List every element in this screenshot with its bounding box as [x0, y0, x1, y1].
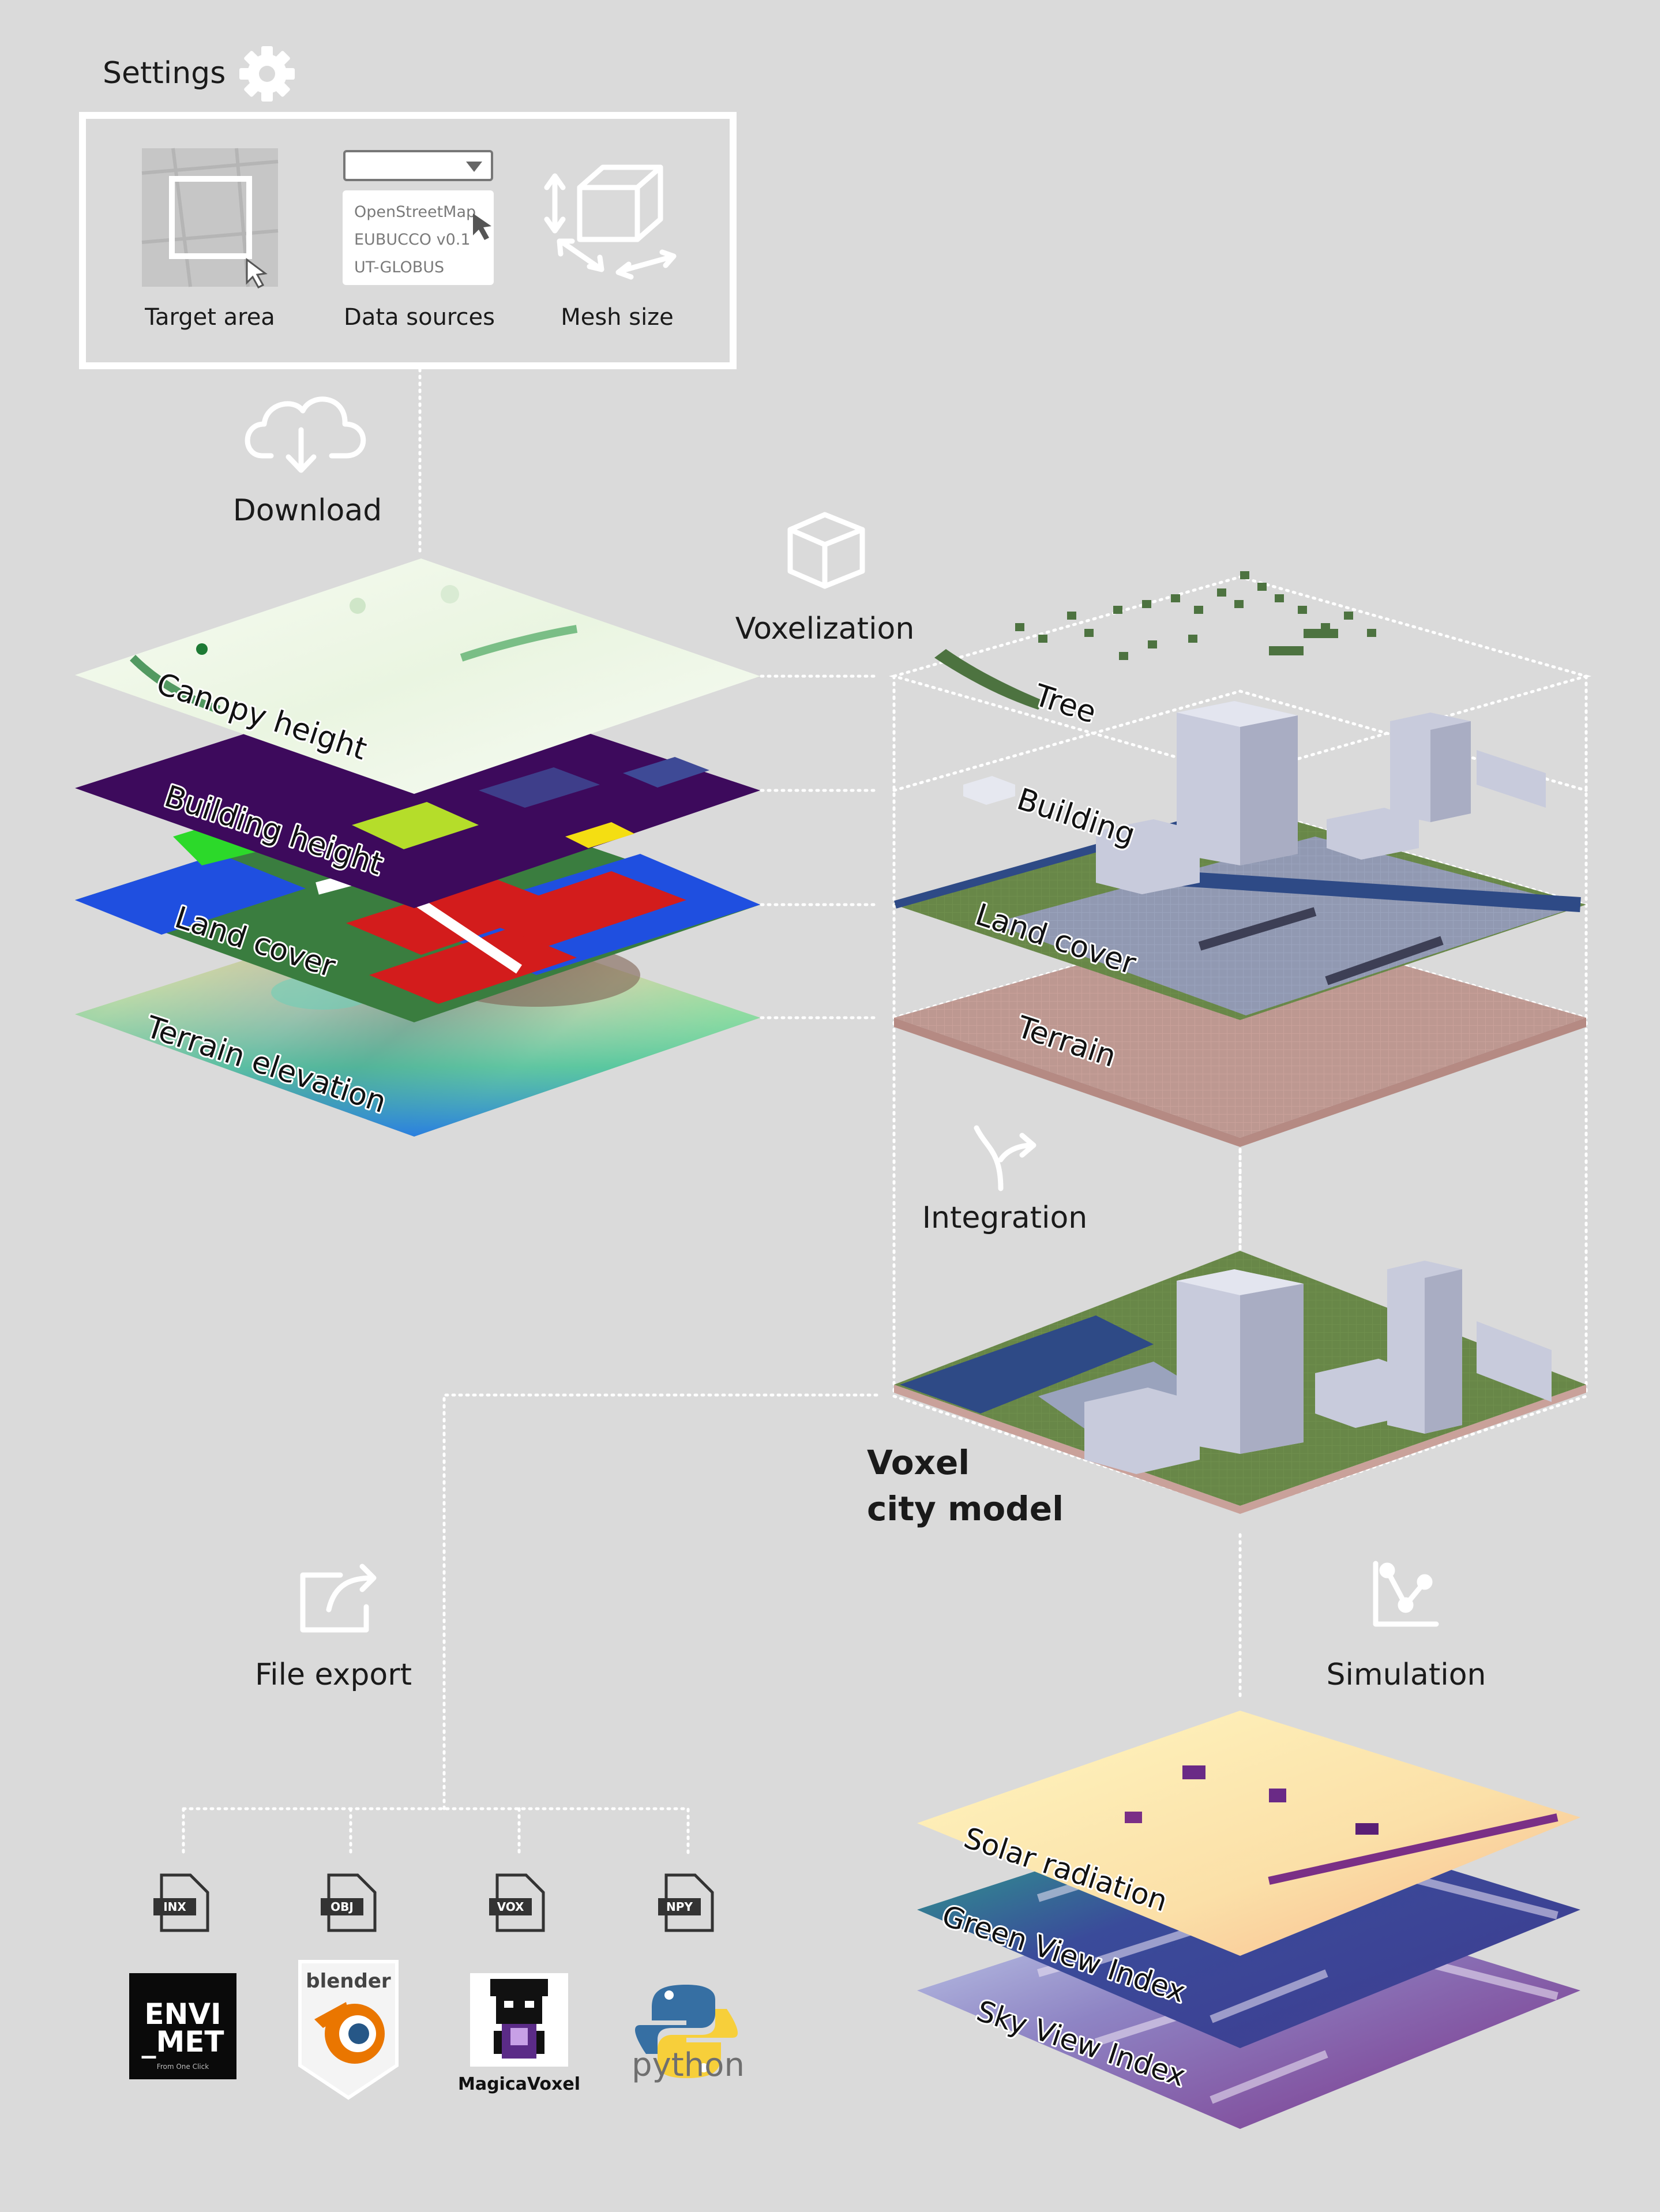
mesh-size-control[interactable]: Mesh size	[544, 164, 677, 331]
voxel-landcover-layer: Land cover	[894, 804, 1586, 1020]
download-step: Download	[233, 396, 382, 528]
export-icon	[300, 1564, 377, 1633]
mesh-cube-icon	[544, 164, 677, 280]
download-label: Download	[233, 493, 382, 528]
simulation-step: Simulation	[1327, 1561, 1486, 1692]
cursor-icon	[473, 213, 491, 240]
voxel-layers: Terrain Land cover Building	[894, 571, 1586, 1147]
npy-file-icon[interactable]: NPY	[658, 1873, 714, 1932]
envi-met-logo: ENVI _MET From One Click	[129, 1973, 236, 2079]
envimet-logo-line1: ENVI	[144, 1997, 221, 2031]
chevron-down-icon	[466, 162, 482, 172]
voxel-tree-title: Tree	[1030, 678, 1101, 730]
envimet-logo-line2: _MET	[141, 2025, 224, 2059]
integration-label: Integration	[922, 1201, 1088, 1235]
data-source-option[interactable]: EUBUCCO v0.1	[354, 231, 471, 249]
integration-step: Integration	[922, 1125, 1088, 1235]
settings-section: Settings Target area	[79, 46, 737, 369]
file-ext-label: NPY	[666, 1900, 693, 1914]
file-export-step: File export	[255, 1564, 412, 1692]
simulation-layers: Sky View Index Green View Index Solar ra…	[917, 1711, 1580, 2129]
data-sources-control[interactable]: OpenStreetMap EUBUCCO v0.1 UT-GLOBUS Dat…	[343, 150, 495, 331]
python-logo-text: python	[632, 2046, 745, 2084]
obj-file-icon[interactable]: OBJ	[321, 1873, 377, 1932]
target-area-label: Target area	[144, 304, 275, 331]
data-sources-label: Data sources	[344, 304, 495, 331]
target-area-control[interactable]: Target area	[141, 148, 279, 331]
python-logo: python	[632, 1985, 745, 2084]
voxel-city-model: Voxel city model	[867, 1251, 1586, 1528]
blender-icon	[314, 2002, 385, 2064]
voxel-building-title: Building	[1013, 782, 1139, 852]
magicavoxel-icon	[490, 1979, 548, 2059]
model-title-line1: Voxel	[867, 1443, 970, 1482]
vox-file-icon[interactable]: VOX	[489, 1873, 545, 1932]
voxelization-step: Voxelization	[735, 512, 915, 646]
model-title-line2: city model	[867, 1489, 1064, 1528]
file-ext-label: VOX	[497, 1900, 524, 1914]
input-layers: Terrain elevation Land cover Building he…	[75, 558, 760, 1137]
simulation-label: Simulation	[1327, 1658, 1486, 1692]
cube-icon	[787, 512, 865, 589]
file-ext-label: INX	[163, 1900, 186, 1914]
data-source-option[interactable]: OpenStreetMap	[354, 203, 476, 221]
blender-logo: blender	[298, 1960, 399, 2100]
settings-panel	[79, 112, 737, 369]
python-icon	[634, 1985, 738, 2078]
settings-title: Settings	[103, 56, 226, 91]
magicavoxel-logo-text: MagicaVoxel	[458, 2074, 580, 2094]
data-source-dropdown[interactable]	[343, 150, 493, 181]
envimet-logo-tag: From One Click	[157, 2063, 209, 2071]
voxelization-label: Voxelization	[735, 612, 915, 646]
mesh-size-label: Mesh size	[561, 304, 674, 331]
cloud-download-icon	[245, 396, 366, 473]
merge-icon	[974, 1125, 1036, 1191]
file-export-label: File export	[255, 1658, 412, 1692]
magicavoxel-logo: MagicaVoxel	[458, 1973, 580, 2094]
voxel-terrain-layer: Terrain	[894, 918, 1586, 1147]
simulation-chart-icon	[1373, 1561, 1439, 1627]
cursor-icon	[246, 258, 268, 288]
data-source-option[interactable]: UT-GLOBUS	[354, 258, 444, 276]
export-formats: INX OBJ VOX NPY ENVI _MET From One Click	[129, 1873, 745, 2100]
gear-icon[interactable]	[239, 46, 295, 102]
file-ext-label: OBJ	[331, 1900, 354, 1914]
blender-logo-text: blender	[306, 1970, 391, 1993]
inx-file-icon[interactable]: INX	[153, 1873, 209, 1932]
data-source-list	[343, 190, 494, 285]
